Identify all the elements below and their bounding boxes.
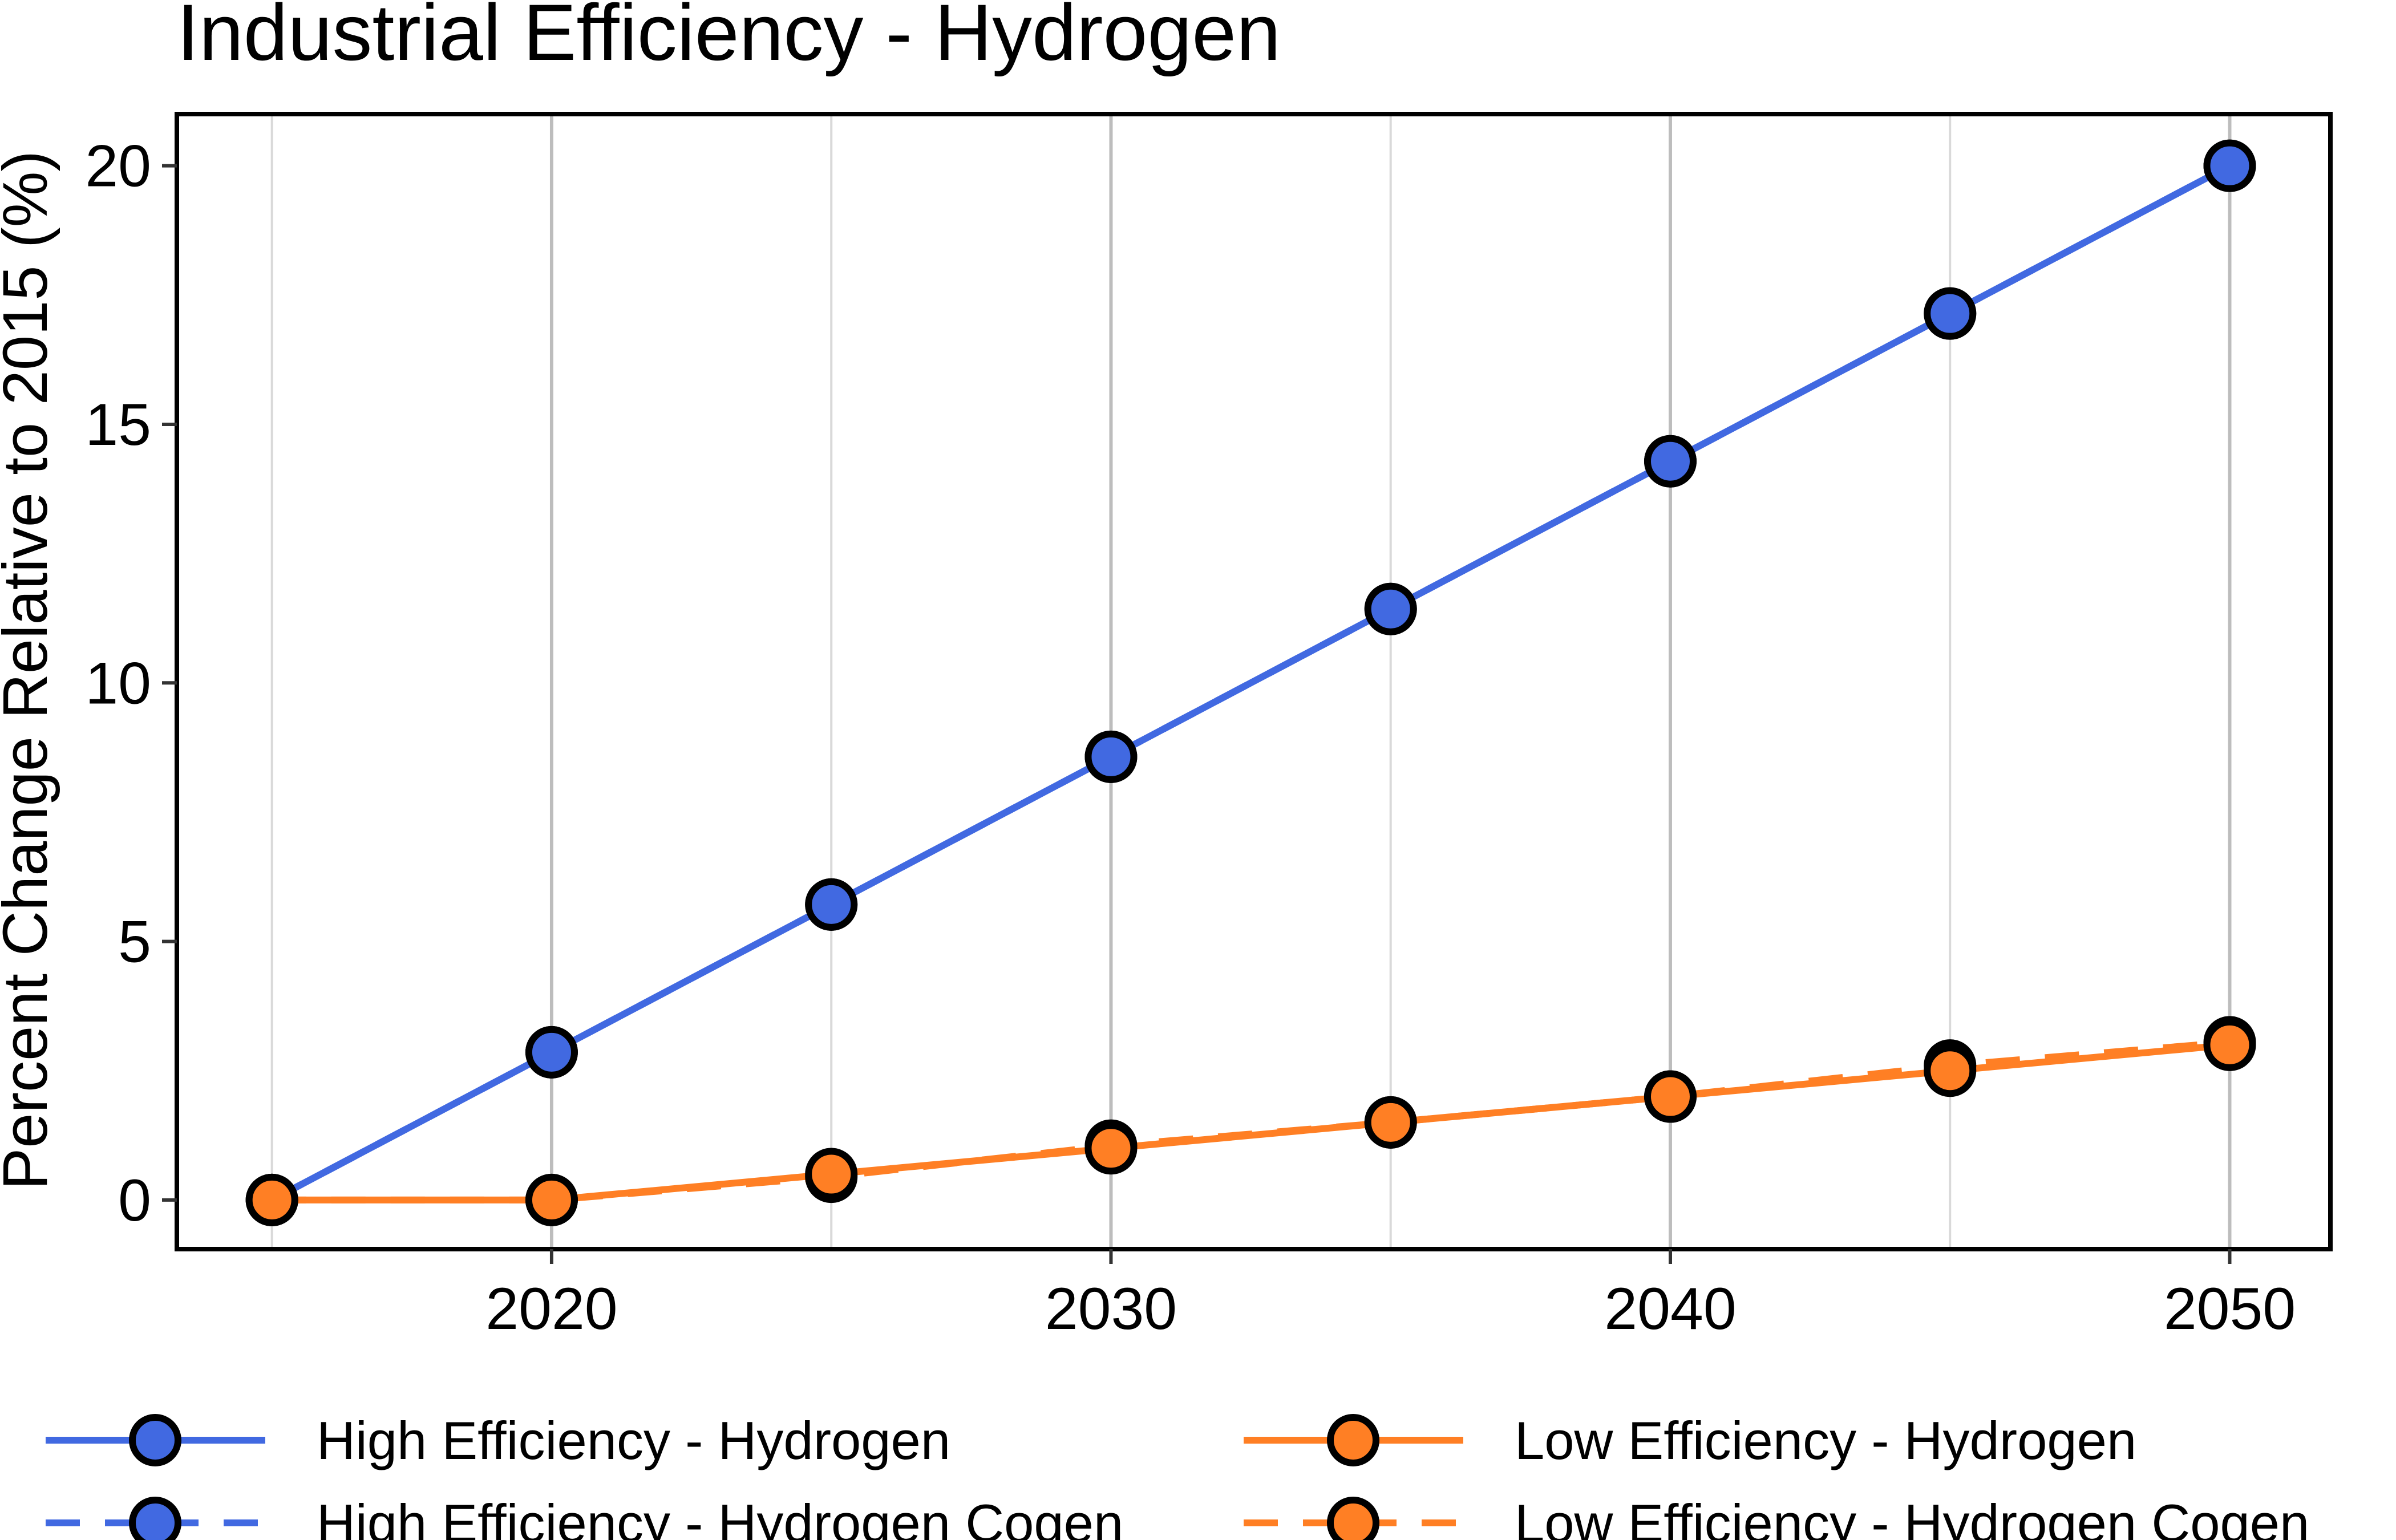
x-tick-label: 2020	[485, 1276, 617, 1342]
data-point	[1084, 1122, 1138, 1175]
series-line	[272, 1041, 2231, 1203]
legend-label: Low Efficiency - Hydrogen	[1515, 1411, 2136, 1470]
data-point	[1364, 1096, 1417, 1149]
data-point	[1644, 435, 1697, 488]
legend-label: Low Efficiency - Hydrogen Cogen	[1515, 1493, 2309, 1540]
data-point	[525, 1026, 578, 1079]
data-point	[805, 1148, 858, 1201]
data-points	[245, 139, 2256, 1226]
x-tick-label: 2040	[1604, 1276, 1736, 1342]
legend: High Efficiency - Hydrogen High Efficienc…	[46, 1411, 2309, 1540]
data-point	[1924, 287, 1977, 340]
data-point	[245, 1173, 298, 1226]
y-tick-label: 15	[85, 392, 151, 458]
legend-key-marker	[1327, 1414, 1379, 1466]
data-point	[525, 1173, 578, 1226]
data-point	[1084, 730, 1138, 783]
y-tick-label: 20	[85, 133, 151, 200]
data-point	[1644, 1070, 1697, 1123]
y-tick-label: 10	[85, 650, 151, 716]
axes: 2020 2030 2040 2050 0 5 10 15 20	[85, 133, 2296, 1342]
y-axis-title: Percent Change Relative to 2015 (%)	[0, 151, 60, 1190]
legend-key-marker	[129, 1414, 181, 1466]
legend-key-marker	[129, 1497, 181, 1540]
y-tick-label: 0	[118, 1168, 151, 1234]
legend-key-marker	[1327, 1497, 1379, 1540]
data-point	[1364, 582, 1417, 635]
data-point	[805, 878, 858, 931]
chart-title: Industrial Efficiency - Hydrogen	[177, 0, 1281, 77]
data-point	[1924, 1044, 1977, 1097]
data-point	[2203, 1018, 2256, 1071]
legend-label: High Efficiency - Hydrogen Cogen	[317, 1493, 1123, 1540]
series-lines	[270, 163, 2232, 1203]
data-point	[2203, 139, 2256, 192]
x-tick-label: 2050	[2164, 1276, 2296, 1342]
legend-label: High Efficiency - Hydrogen	[317, 1411, 950, 1470]
y-tick-label: 5	[118, 909, 151, 975]
series-line	[270, 163, 2232, 1203]
x-tick-label: 2030	[1045, 1276, 1177, 1342]
